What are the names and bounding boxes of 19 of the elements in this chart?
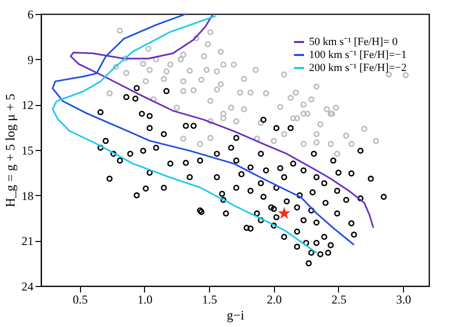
line-series xyxy=(52,13,355,246)
x-tick-label: 1.5 xyxy=(202,292,218,306)
y-axis-title: H_g = g + 5 log μ + 5 xyxy=(2,94,18,208)
y-tick-label: 21 xyxy=(22,234,34,248)
x-tick-label: 2.0 xyxy=(266,292,282,306)
legend-label: 100 km s⁻¹ [Fe/H]=−1 xyxy=(309,49,407,61)
legend-label: 200 km s⁻¹ [Fe/H]=−2 xyxy=(309,62,407,74)
x-tick-label: 2.5 xyxy=(331,292,346,306)
y-tick-label: 24 xyxy=(22,280,34,294)
legend-label: 50 km s⁻¹ [Fe/H]= 0 xyxy=(309,36,398,48)
x-tick-label: 3.0 xyxy=(396,292,412,306)
y-tick-label: 18 xyxy=(22,188,34,203)
y-tick-label: 12 xyxy=(22,98,34,112)
x-tick-label: 1.0 xyxy=(137,292,152,306)
x-axis-title: g−i xyxy=(226,308,245,322)
x-tick-label: 0.5 xyxy=(72,292,88,306)
y-tick-label: 15 xyxy=(22,144,34,158)
y-tick-label: 9 xyxy=(28,52,34,67)
y-tick-label: 6 xyxy=(28,8,34,22)
